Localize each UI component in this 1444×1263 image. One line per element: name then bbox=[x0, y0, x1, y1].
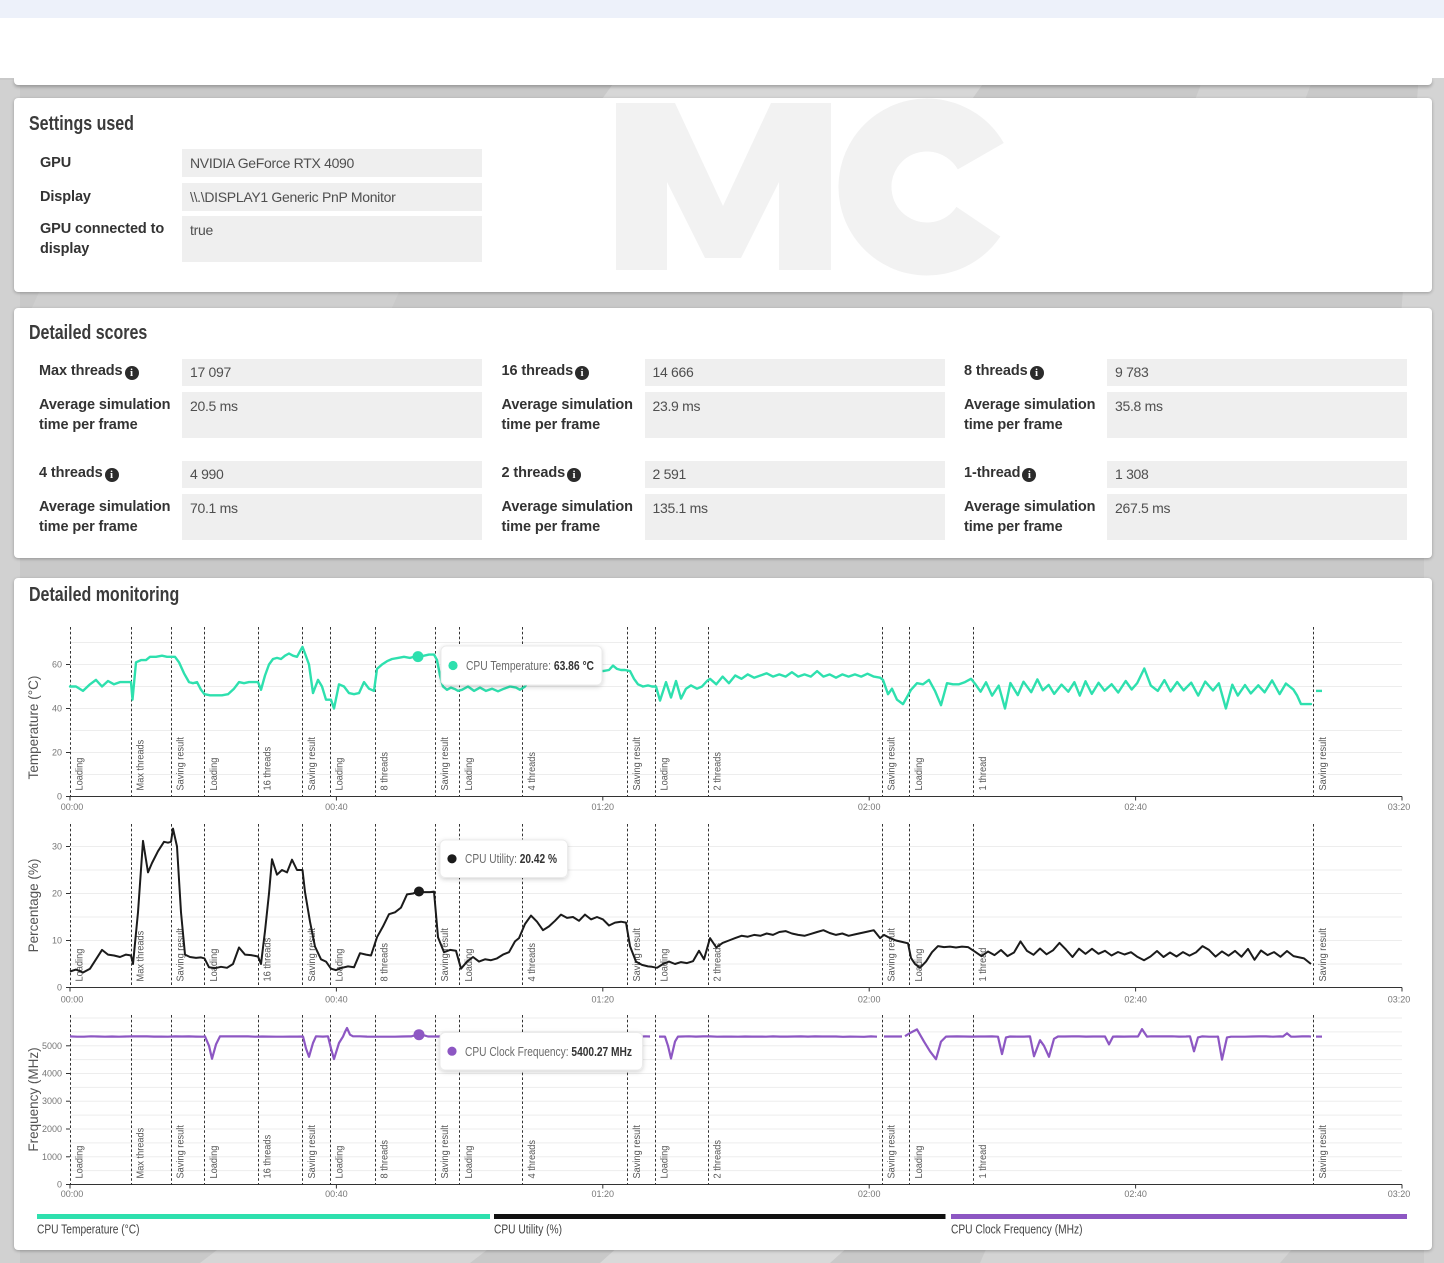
svg-text:Percentage (%): Percentage (%) bbox=[26, 859, 41, 953]
svg-text:Loading: Loading bbox=[334, 948, 346, 981]
svg-text:CPU Temperature: 63.86 °C: CPU Temperature: 63.86 °C bbox=[466, 659, 594, 673]
svg-text:01:20: 01:20 bbox=[592, 1189, 615, 1199]
svg-text:00:40: 00:40 bbox=[325, 802, 348, 812]
svg-text:Loading: Loading bbox=[659, 1145, 671, 1178]
svg-text:1 thread: 1 thread bbox=[977, 756, 989, 790]
svg-text:4000: 4000 bbox=[42, 1069, 62, 1079]
svg-text:2 threads: 2 threads bbox=[712, 752, 724, 791]
svg-text:00:00: 00:00 bbox=[61, 995, 84, 1005]
svg-text:20: 20 bbox=[52, 748, 62, 758]
svg-text:3000: 3000 bbox=[42, 1096, 62, 1106]
svg-text:Loading: Loading bbox=[463, 757, 475, 790]
svg-text:Saving result: Saving result bbox=[1317, 737, 1329, 790]
svg-text:2 threads: 2 threads bbox=[712, 1140, 724, 1179]
svg-text:Saving result: Saving result bbox=[886, 737, 898, 790]
svg-text:CPU Temperature (°C): CPU Temperature (°C) bbox=[37, 1223, 140, 1237]
svg-text:1000: 1000 bbox=[42, 1152, 62, 1162]
svg-text:0: 0 bbox=[57, 1180, 62, 1190]
svg-text:0: 0 bbox=[57, 983, 62, 993]
svg-text:CPU Clock Frequency (MHz): CPU Clock Frequency (MHz) bbox=[951, 1223, 1083, 1237]
svg-text:Loading: Loading bbox=[74, 757, 86, 790]
svg-text:Loading: Loading bbox=[913, 948, 925, 981]
svg-text:Max threads: Max threads bbox=[135, 740, 147, 791]
svg-text:4 threads: 4 threads bbox=[526, 943, 538, 982]
svg-text:Saving result: Saving result bbox=[439, 928, 451, 981]
svg-text:Saving result: Saving result bbox=[175, 737, 187, 790]
svg-text:20: 20 bbox=[52, 889, 62, 899]
svg-text:Saving result: Saving result bbox=[886, 1125, 898, 1178]
svg-text:CPU Utility: 20.42 %: CPU Utility: 20.42 % bbox=[465, 852, 557, 866]
svg-text:02:00: 02:00 bbox=[858, 1189, 881, 1199]
svg-text:1 thread: 1 thread bbox=[977, 1144, 989, 1178]
svg-text:03:20: 03:20 bbox=[1388, 802, 1411, 812]
svg-text:Loading: Loading bbox=[74, 1145, 86, 1178]
svg-text:01:20: 01:20 bbox=[592, 802, 615, 812]
svg-text:Saving result: Saving result bbox=[306, 737, 318, 790]
svg-text:02:40: 02:40 bbox=[1124, 802, 1147, 812]
svg-text:02:40: 02:40 bbox=[1124, 995, 1147, 1005]
svg-text:Loading: Loading bbox=[463, 1145, 475, 1178]
svg-text:Saving result: Saving result bbox=[631, 928, 643, 981]
svg-text:8 threads: 8 threads bbox=[379, 943, 391, 982]
svg-text:Saving result: Saving result bbox=[439, 1125, 451, 1178]
svg-text:40: 40 bbox=[52, 704, 62, 714]
svg-text:30: 30 bbox=[52, 842, 62, 852]
svg-text:Temperature (°C): Temperature (°C) bbox=[26, 676, 41, 780]
svg-text:01:20: 01:20 bbox=[592, 995, 615, 1005]
svg-text:4 threads: 4 threads bbox=[526, 752, 538, 791]
svg-text:02:00: 02:00 bbox=[858, 995, 881, 1005]
svg-text:Loading: Loading bbox=[913, 757, 925, 790]
svg-text:03:20: 03:20 bbox=[1388, 1189, 1411, 1199]
svg-text:Saving result: Saving result bbox=[1317, 928, 1329, 981]
svg-text:0: 0 bbox=[57, 792, 62, 802]
svg-text:02:40: 02:40 bbox=[1124, 1189, 1147, 1199]
svg-text:Saving result: Saving result bbox=[886, 928, 898, 981]
svg-text:Frequency (MHz): Frequency (MHz) bbox=[26, 1047, 41, 1151]
svg-text:Saving result: Saving result bbox=[306, 1125, 318, 1178]
svg-text:CPU Utility (%): CPU Utility (%) bbox=[494, 1223, 562, 1237]
svg-text:2 threads: 2 threads bbox=[712, 943, 724, 982]
svg-text:Saving result: Saving result bbox=[439, 737, 451, 790]
svg-text:10: 10 bbox=[52, 936, 62, 946]
svg-text:8 threads: 8 threads bbox=[379, 1140, 391, 1179]
svg-text:03:20: 03:20 bbox=[1388, 995, 1411, 1005]
svg-text:Loading: Loading bbox=[208, 948, 220, 981]
svg-text:5000: 5000 bbox=[42, 1041, 62, 1051]
svg-text:Loading: Loading bbox=[334, 1145, 346, 1178]
svg-text:16 threads: 16 threads bbox=[262, 1135, 274, 1179]
svg-text:Saving result: Saving result bbox=[306, 928, 318, 981]
svg-text:Loading: Loading bbox=[208, 757, 220, 790]
svg-text:CPU Clock Frequency: 5400.27 M: CPU Clock Frequency: 5400.27 MHz bbox=[465, 1045, 632, 1059]
svg-text:Max threads: Max threads bbox=[135, 931, 147, 982]
svg-text:Loading: Loading bbox=[913, 1145, 925, 1178]
svg-text:Loading: Loading bbox=[659, 948, 671, 981]
svg-text:Saving result: Saving result bbox=[631, 737, 643, 790]
svg-text:Loading: Loading bbox=[208, 1145, 220, 1178]
svg-text:60: 60 bbox=[52, 660, 62, 670]
svg-text:Saving result: Saving result bbox=[175, 1125, 187, 1178]
svg-text:4 threads: 4 threads bbox=[526, 1140, 538, 1179]
svg-text:Loading: Loading bbox=[74, 948, 86, 981]
svg-text:00:40: 00:40 bbox=[325, 995, 348, 1005]
svg-text:00:00: 00:00 bbox=[61, 1189, 84, 1199]
svg-text:16 threads: 16 threads bbox=[262, 938, 274, 982]
svg-text:00:00: 00:00 bbox=[61, 802, 84, 812]
svg-text:Loading: Loading bbox=[334, 757, 346, 790]
svg-text:Saving result: Saving result bbox=[1317, 1125, 1329, 1178]
svg-text:Max threads: Max threads bbox=[135, 1128, 147, 1179]
svg-text:16 threads: 16 threads bbox=[262, 747, 274, 791]
svg-text:8 threads: 8 threads bbox=[379, 752, 391, 791]
svg-text:Saving result: Saving result bbox=[631, 1125, 643, 1178]
svg-text:Loading: Loading bbox=[659, 757, 671, 790]
svg-text:2000: 2000 bbox=[42, 1124, 62, 1134]
svg-text:02:00: 02:00 bbox=[858, 802, 881, 812]
svg-text:00:40: 00:40 bbox=[325, 1189, 348, 1199]
